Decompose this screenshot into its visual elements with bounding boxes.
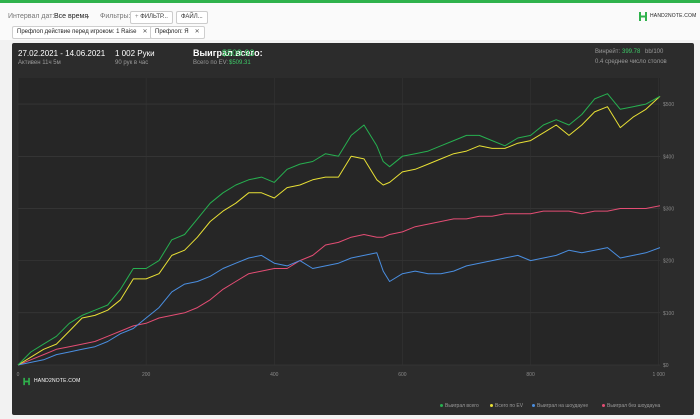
y-tick-label: $300: [663, 206, 674, 212]
winrate-value: 399.78: [622, 49, 641, 55]
plus-icon: +: [135, 14, 139, 20]
date-range: 27.02.2021 - 14.06.2021: [18, 49, 106, 58]
hands-count: 1 002 Руки: [115, 49, 155, 58]
watermark-text: HAND2NOTE.COM: [34, 378, 81, 384]
graph-panel: 27.02.2021 - 14.06.2021 Активен 11ч 5м 1…: [12, 43, 694, 415]
x-tick-label: 600: [398, 372, 407, 378]
y-tick-label: $500: [663, 102, 674, 108]
ev-value: $509.31: [229, 60, 251, 66]
legend-item: Выиграл всего: [440, 403, 479, 409]
y-tick-label: $0: [663, 363, 669, 369]
close-icon[interactable]: ✕: [142, 29, 148, 35]
x-tick-label: 800: [526, 372, 535, 378]
active-time: Активен 11ч 5м: [18, 60, 61, 66]
ev-label: Всего по EV:: [193, 60, 229, 66]
chevron-down-icon[interactable]: ▾: [86, 15, 90, 21]
legend-item: Выиграл на шоудауне: [532, 403, 588, 409]
plot-area: [18, 78, 660, 365]
filter-chip: Префлоп действие перед игроком: 1 Raise ✕: [12, 26, 153, 39]
date-interval-select[interactable]: Все время: [54, 13, 89, 20]
filters-label: Фильтры:: [100, 13, 131, 20]
series-line-1: [17, 95, 661, 366]
top-toolbar: Интервал дат: Все время ▾ Фильтры: + ФИЛ…: [0, 0, 700, 40]
winrate-unit: bb/100: [645, 49, 664, 55]
logo-text: HAND2NOTE.COM: [650, 13, 697, 19]
y-tick-label: $100: [663, 311, 674, 317]
winrate-label: Винрейт:: [595, 49, 621, 55]
watermark-logo-icon: [23, 377, 30, 386]
close-icon[interactable]: ✕: [194, 29, 200, 35]
won-total-label: Выиграл всего:: [193, 48, 263, 58]
y-tick-label: $200: [663, 259, 674, 265]
series-line-0: [17, 93, 661, 366]
series-line-3: [17, 205, 661, 366]
legend-item: Всего по EV: [490, 403, 523, 409]
series-line-2: [17, 247, 661, 366]
won-total-value: $509.93: [222, 48, 255, 58]
x-tick-label: 0: [17, 372, 20, 378]
hand2note-logo-icon: [639, 12, 647, 21]
filter-chip: Префлоп: Я ✕: [150, 26, 205, 39]
date-interval-label: Интервал дат:: [8, 13, 55, 20]
x-tick-label: 400: [270, 372, 279, 378]
avg-tables: 0.4 среднее число столов: [595, 59, 667, 65]
hands-per-hour: 90 рук в час: [115, 60, 149, 66]
file-button[interactable]: ФАЙЛ...: [176, 11, 208, 24]
profit-line-chart: $0 $100 $200 $300 $400 $500 0 200 400 600 800 1 000: [17, 78, 674, 378]
legend-item: Выиграл без шоудауна: [602, 403, 660, 409]
filter-button[interactable]: + ФИЛЬТР...: [130, 11, 173, 24]
x-tick-label: 200: [142, 372, 151, 378]
x-tick-label: 1 000: [652, 372, 665, 378]
y-tick-label: $400: [663, 154, 674, 160]
